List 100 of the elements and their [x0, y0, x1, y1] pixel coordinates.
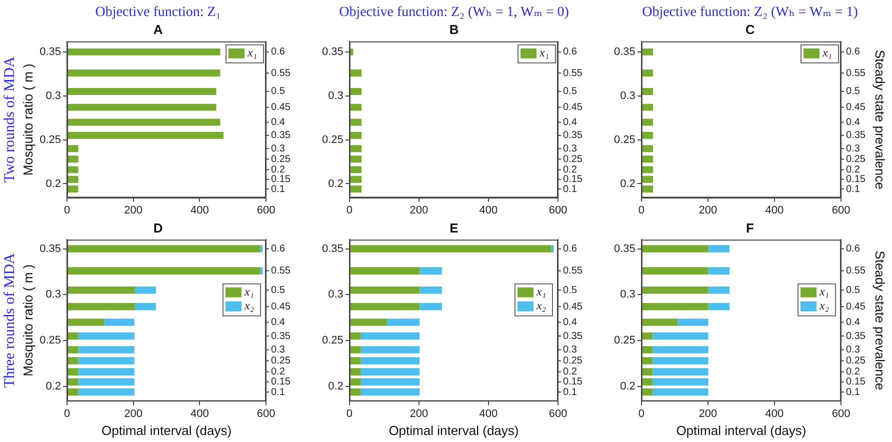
- bar: [420, 286, 442, 294]
- text: 0.35: [271, 330, 291, 342]
- bar: [68, 118, 220, 126]
- bar: [68, 186, 78, 192]
- bar: [104, 318, 134, 326]
- bar: [68, 166, 78, 174]
- text: 0.25: [271, 154, 291, 165]
- y-tick-label: 0.2: [46, 380, 62, 393]
- text: 0.3: [846, 143, 860, 154]
- y-axis-title: Mosquito ratio ( m ): [20, 64, 36, 176]
- bar: [360, 378, 420, 386]
- text: 0.5: [846, 284, 860, 296]
- text: 0.3: [563, 143, 578, 154]
- bar: [68, 132, 224, 139]
- text: 0.4: [271, 316, 286, 328]
- x-tick-label: 200: [698, 204, 718, 216]
- x-tick-label: 0: [346, 408, 352, 420]
- text: 0.15: [846, 174, 866, 186]
- bar: [652, 368, 708, 376]
- y-tick-label: 0.2: [620, 380, 636, 393]
- y-tick-label: 0.25: [614, 134, 636, 146]
- text: 0.1: [271, 184, 286, 195]
- bar: [68, 332, 78, 340]
- y2-axis-title: Steady state prevalence: [872, 50, 888, 190]
- text: 0.5: [846, 86, 860, 98]
- y-tick-label: 0.25: [40, 134, 62, 146]
- bar: [68, 346, 78, 354]
- bar: [68, 48, 220, 56]
- text: 0.4: [846, 316, 860, 328]
- bar: [350, 346, 361, 354]
- text: 0.35: [563, 330, 583, 342]
- y-axis-title: Mosquito ratio ( m ): [20, 264, 36, 376]
- text: 0.35: [846, 130, 866, 142]
- y-tick-label: 0.3: [620, 90, 636, 102]
- text: 0.45: [271, 301, 291, 312]
- x-axis-title: Optimal interval (days): [101, 422, 232, 438]
- chart-subtitle: Objective function: Z₁: [95, 5, 221, 20]
- text: 0.25: [846, 356, 866, 367]
- legend-label: x₁: [536, 284, 546, 299]
- bar: [68, 145, 78, 152]
- y-tick-label: 0.35: [614, 242, 636, 255]
- text: 0.35: [846, 330, 866, 342]
- bar: [642, 302, 708, 310]
- text: 0.25: [563, 154, 583, 165]
- bar: [68, 156, 78, 163]
- bar: [68, 70, 220, 77]
- bar: [350, 318, 387, 326]
- text: 0.2: [271, 164, 286, 176]
- text: 0.2: [846, 164, 860, 176]
- bar: [350, 357, 361, 364]
- text: 0.45: [846, 102, 866, 114]
- bar: [135, 302, 156, 310]
- text: 0.15: [563, 174, 583, 186]
- text: 0.2: [563, 366, 578, 378]
- bar: [68, 357, 78, 364]
- bar: [350, 286, 420, 294]
- legend-label: x₁: [246, 46, 257, 60]
- text: 0.45: [271, 102, 291, 114]
- bar: [135, 286, 156, 294]
- bar: [68, 318, 104, 326]
- legend-label: x₁: [244, 284, 254, 299]
- bar: [708, 286, 730, 294]
- text: 0.55: [563, 68, 583, 79]
- text: Two rounds of MDA: [2, 56, 18, 183]
- y-tick-label: 0.2: [328, 380, 344, 393]
- bar: [642, 346, 653, 354]
- bar: [68, 302, 135, 310]
- x-tick-label: 0: [64, 204, 70, 216]
- bar: [360, 368, 420, 376]
- text: 0.45: [563, 102, 583, 114]
- text: 0.3: [846, 344, 860, 356]
- x-tick-label: 600: [256, 408, 276, 420]
- text: 0.55: [271, 266, 291, 277]
- bar: [350, 245, 552, 252]
- text: 0.5: [563, 284, 578, 296]
- text: 0.55: [846, 68, 866, 79]
- x-tick-label: 600: [832, 408, 850, 420]
- y-tick-label: 0.2: [46, 178, 62, 190]
- text: 0.35: [271, 130, 291, 142]
- bar: [350, 332, 361, 340]
- x-tick-label: 400: [765, 408, 784, 420]
- legend-label: x₂: [818, 298, 829, 313]
- y-tick-label: 0.25: [322, 134, 344, 146]
- bar: [360, 332, 420, 340]
- y-tick-label: 0.3: [328, 288, 344, 301]
- bar: [360, 346, 420, 354]
- text: 0.1: [271, 386, 286, 398]
- bar: [350, 388, 361, 396]
- text: 0.2: [846, 366, 860, 378]
- text: 0.6: [846, 46, 860, 58]
- text: 0.45: [846, 301, 866, 312]
- y-tick-label: 0.35: [322, 242, 344, 255]
- y-tick-label: 0.35: [40, 46, 62, 58]
- text: 0.5: [563, 86, 578, 98]
- y-tick-label: 0.35: [322, 46, 344, 58]
- x-axis-title: Optimal interval (days): [676, 422, 806, 438]
- bar: [350, 368, 361, 376]
- text: 0.2: [271, 366, 286, 378]
- legend-label: x₂: [536, 298, 546, 313]
- x-tick-label: 400: [190, 204, 209, 216]
